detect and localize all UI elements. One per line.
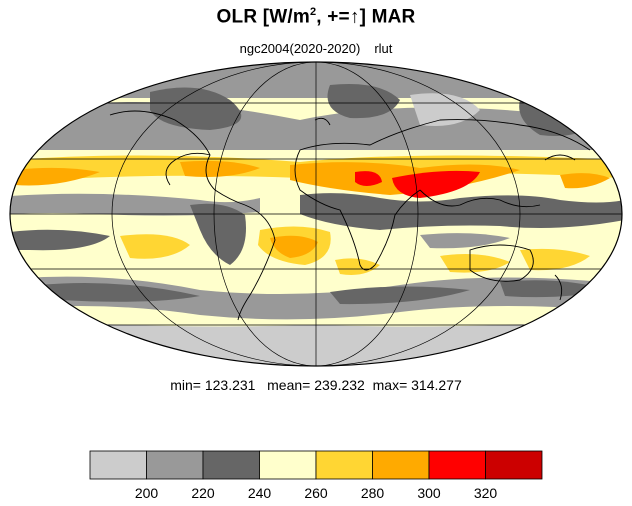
max-label: max= [372,377,408,393]
amazon-convection [190,203,246,265]
min-label: min= [170,377,201,393]
itcz-africa-indo [300,193,622,230]
colorbar-box-1 [146,450,204,480]
south-atlantic-orange [270,235,318,258]
colorbar-tick-label: 280 [361,485,385,501]
south-dark-1 [40,283,200,302]
north-light-patch [410,93,480,126]
statistics-line: min= 123.231 mean= 239.232 max= 314.277 [0,377,632,393]
north-pacific-orange [15,167,100,186]
colorbar-box-3 [259,450,317,480]
south-africa-yellow [335,258,380,275]
australia-yellow [440,254,510,273]
colorbar-tick-label: 220 [191,485,215,501]
case-label: ngc2004(2020-2020) [239,41,361,56]
colorbar-box-6 [428,450,486,480]
west-pacific-orange [560,173,610,189]
south-pacific-yellow [520,248,590,271]
north-dark-patch-2 [327,84,400,119]
colorbar-box-2 [202,450,260,480]
colorbar-box-4 [315,450,373,480]
coastlines [109,110,591,321]
colorbar-box-0 [89,450,147,480]
title-prefix: OLR [W/m [216,6,310,28]
plot-subtitle: ngc2004(2020-2020) rlut [0,41,632,56]
colorbar-tick-label: 260 [304,485,328,501]
south-east-pacific-yellow [120,234,190,259]
plot-title: OLR [W/m2, +=↑] MAR [0,6,632,28]
south-dark-2 [330,286,470,305]
arabia-red [392,170,480,198]
variable-label: rlut [374,41,393,56]
mean-label: mean= [267,377,311,393]
colorbar-tick-label: 200 [135,485,159,501]
min-value: 123.231 [204,377,256,393]
atlantic-orange [180,160,260,177]
sahara-red [355,171,382,186]
colorbar-box-7 [485,450,543,480]
colorbar-tick-label: 240 [248,485,272,501]
colorbar-box-5 [372,450,430,480]
max-value: 314.277 [411,377,462,393]
indian-ocean-gray [420,233,510,249]
title-superscript: 2 [309,6,317,18]
up-arrow-icon: ↑ [349,6,360,28]
colorbar-tick-label: 320 [474,485,498,501]
mean-value: 239.232 [314,377,365,393]
title-suffix: ] MAR [359,6,416,28]
title-middle: , += [316,6,350,28]
south-pacific-dark [10,229,110,251]
globe-outline [9,61,623,367]
colorbar-tick-label: 300 [417,485,441,501]
